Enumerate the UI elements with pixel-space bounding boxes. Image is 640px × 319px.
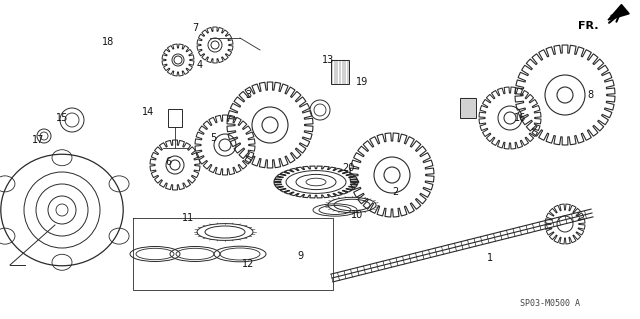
Bar bbox=[331, 60, 349, 84]
Text: 10: 10 bbox=[351, 210, 363, 220]
Text: 5: 5 bbox=[210, 133, 216, 143]
Text: 15: 15 bbox=[56, 113, 68, 123]
Text: 7: 7 bbox=[192, 23, 198, 33]
Text: 12: 12 bbox=[242, 259, 254, 269]
Text: SP03-M0500 A: SP03-M0500 A bbox=[520, 299, 580, 308]
Text: 8: 8 bbox=[587, 90, 593, 100]
Text: 17: 17 bbox=[32, 135, 44, 145]
Polygon shape bbox=[608, 4, 629, 20]
Text: 18: 18 bbox=[102, 37, 114, 47]
Text: 11: 11 bbox=[182, 213, 194, 223]
Text: 6: 6 bbox=[165, 157, 171, 167]
Text: 4: 4 bbox=[197, 60, 203, 70]
Text: 1: 1 bbox=[487, 253, 493, 263]
Bar bbox=[460, 98, 476, 118]
Text: 19: 19 bbox=[356, 77, 368, 87]
Text: 14: 14 bbox=[142, 107, 154, 117]
Text: FR.: FR. bbox=[578, 21, 598, 31]
Text: 3: 3 bbox=[245, 90, 251, 100]
Text: 2: 2 bbox=[392, 187, 398, 197]
Bar bbox=[168, 109, 182, 127]
Text: 13: 13 bbox=[322, 55, 334, 65]
Text: 9: 9 bbox=[297, 251, 303, 261]
Text: 20: 20 bbox=[342, 163, 354, 173]
Text: 16: 16 bbox=[514, 113, 526, 123]
